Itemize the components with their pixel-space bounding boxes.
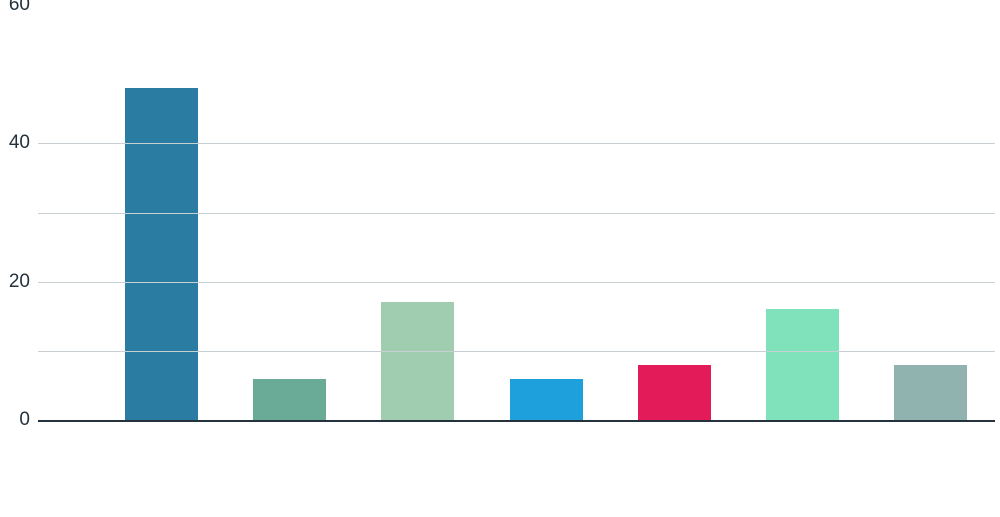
plot-area: 0204060 [38,5,995,420]
y-axis-tick-label: 0 [19,409,38,431]
bar [381,302,454,420]
bar [638,365,711,420]
bar [894,365,967,420]
bar [125,88,198,420]
x-axis-line [38,420,995,422]
bar [510,379,583,421]
gridline [38,351,995,352]
gridline [38,143,995,144]
bar [766,309,839,420]
bar-chart: 0 20 40 60 [0,0,1000,517]
y-axis-tick-label: 40 [9,132,38,154]
gridline [38,282,995,283]
y-axis-tick-label: 60 [9,0,38,16]
gridline [38,213,995,214]
bar [253,379,326,421]
y-axis-tick-label: 20 [9,271,38,293]
